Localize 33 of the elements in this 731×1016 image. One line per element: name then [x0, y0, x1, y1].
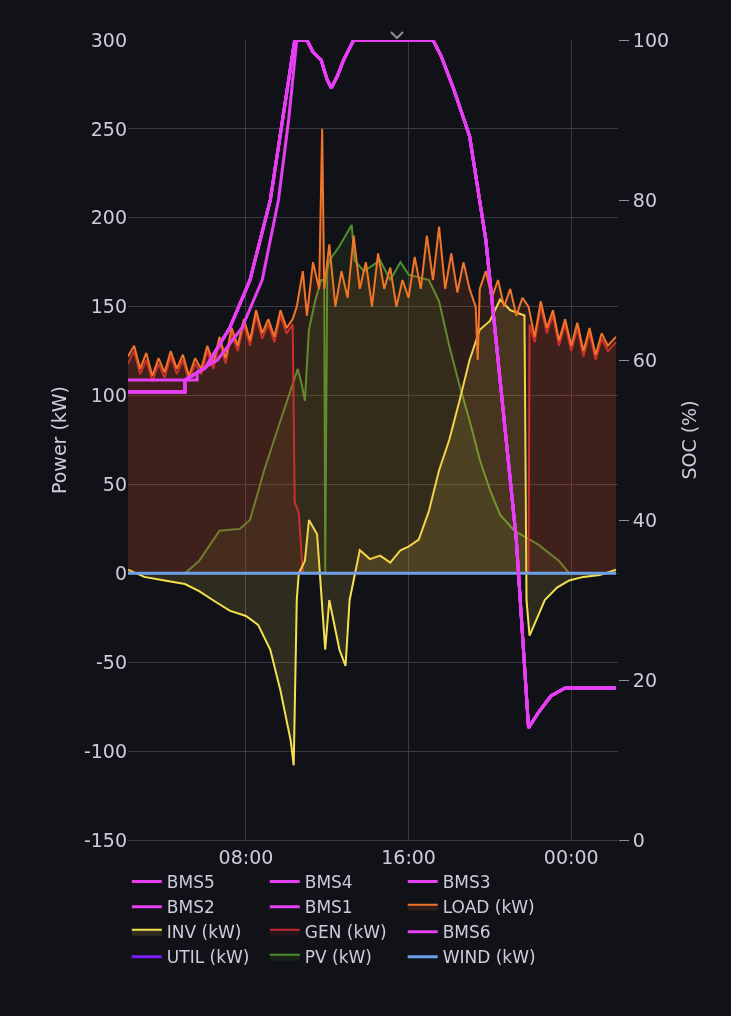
legend-label: GEN (kW) — [304, 922, 387, 943]
y2-tick-label: 100 — [632, 28, 670, 51]
legend-label: UTIL (kW) — [166, 947, 250, 968]
x-tick-label: 08:00 — [218, 845, 274, 868]
y-tick-label: 150 — [90, 295, 127, 318]
y-tick-label: -50 — [95, 650, 127, 673]
y2-tick-label: 20 — [632, 668, 657, 691]
y-tick-label: 250 — [90, 117, 127, 140]
legend-label: BMS6 — [442, 922, 491, 943]
y2-tick-label: 0 — [632, 828, 645, 851]
y-tick-label: 50 — [102, 473, 127, 496]
y2-axis-title: SOC (%) — [677, 400, 700, 480]
y-tick-label: -150 — [83, 828, 127, 851]
y-tick-label: 300 — [90, 28, 127, 51]
legend-label: BMS3 — [442, 872, 491, 893]
y-tick-label: -100 — [83, 739, 127, 762]
legend-label: BMS1 — [304, 897, 353, 918]
y2-tick-label: 40 — [632, 508, 657, 531]
x-tick-label: 00:00 — [543, 845, 599, 868]
y2-tick-label: 60 — [632, 348, 657, 371]
x-tick-label: 16:00 — [381, 845, 436, 868]
legend-label: LOAD (kW) — [442, 897, 535, 918]
legend-label: BMS2 — [166, 897, 215, 918]
y-tick-label: 100 — [90, 384, 127, 407]
legend-label: BMS4 — [304, 872, 353, 893]
y-tick-label: 0 — [114, 561, 127, 584]
y-axis-title: Power (kW) — [47, 385, 70, 495]
legend-label: PV (kW) — [304, 947, 372, 968]
y2-tick-label: 80 — [632, 188, 657, 211]
legend-label: BMS5 — [166, 872, 215, 893]
legend-label: INV (kW) — [166, 922, 242, 943]
legend-label: WIND (kW) — [442, 947, 536, 968]
y-tick-label: 200 — [90, 206, 127, 229]
